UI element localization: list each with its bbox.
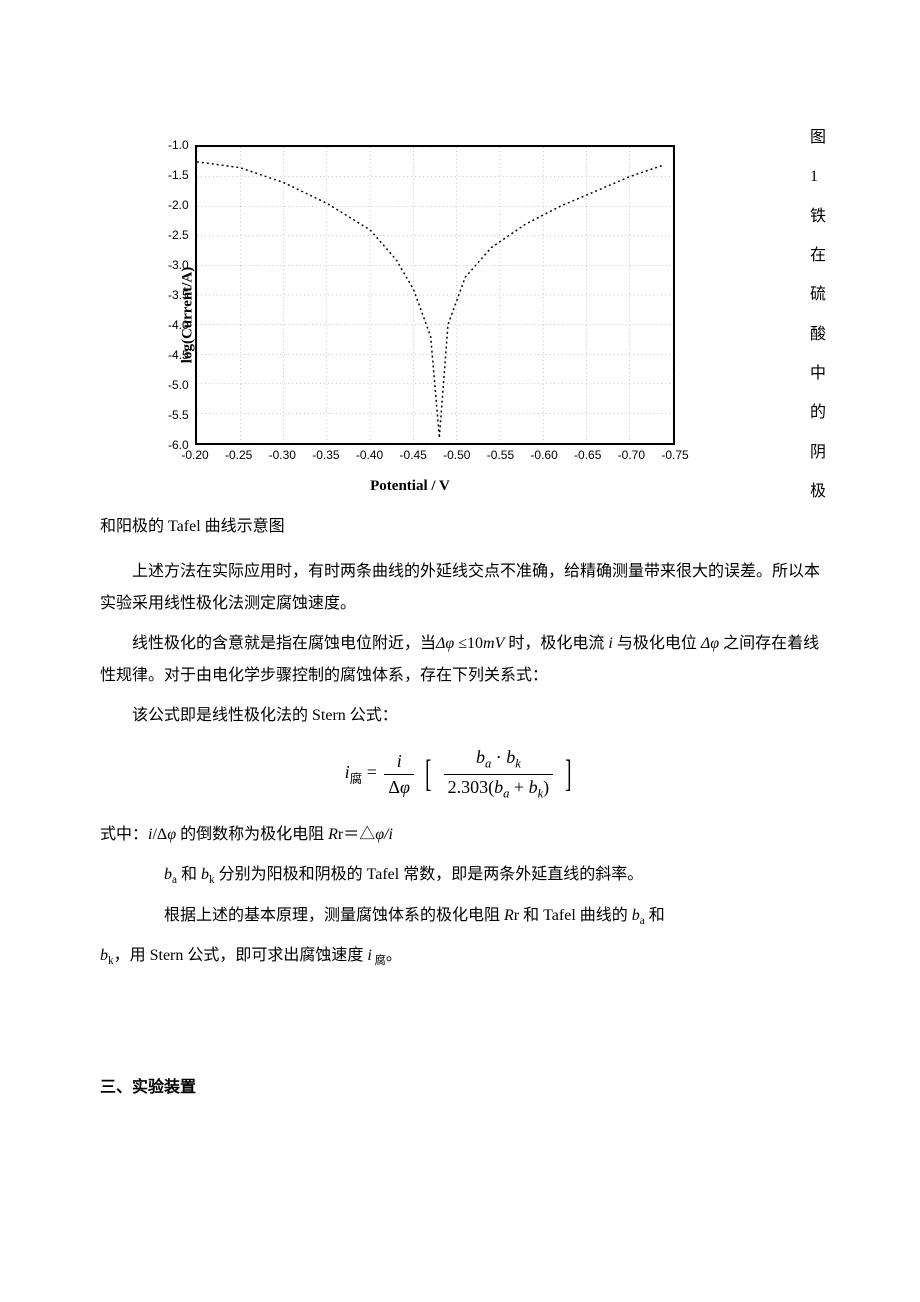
caption-char: 酸	[810, 327, 826, 343]
tafel-chart: log(Current/A) -1.0-1.5-2.0-2.5-3.0-3.5-…	[130, 130, 690, 500]
y-tick: -5.5	[168, 408, 189, 422]
x-tick: -0.75	[661, 448, 688, 462]
caption-char: 在	[810, 248, 826, 264]
x-tick: -0.65	[574, 448, 601, 462]
caption-char: 极	[810, 484, 826, 500]
caption-char: 中	[810, 366, 826, 382]
y-tick: -4.5	[168, 348, 189, 362]
x-tick: -0.40	[356, 448, 383, 462]
y-tick: -1.5	[168, 168, 189, 182]
y-tick: -4.0	[168, 318, 189, 332]
caption-char: 图	[810, 130, 826, 146]
x-tick: -0.55	[487, 448, 514, 462]
x-tick: -0.35	[312, 448, 339, 462]
caption-char: 阴	[810, 445, 826, 461]
caption-char: 铁	[810, 209, 826, 225]
y-tick: -5.0	[168, 378, 189, 392]
caption-char: 1	[810, 169, 826, 185]
x-tick: -0.20	[181, 448, 208, 462]
x-tick: -0.30	[269, 448, 296, 462]
x-axis-label: Potential / V	[370, 478, 450, 495]
x-tick: -0.70	[618, 448, 645, 462]
tafel-curve-svg	[197, 147, 673, 443]
paragraph-3: 该公式即是线性极化法的 Stern 公式：	[100, 700, 820, 732]
x-tick: -0.45	[399, 448, 426, 462]
paragraph-1: 上述方法在实际应用时，有时两条曲线的外延线交点不准确，给精确测量带来很大的误差。…	[100, 556, 820, 620]
caption-char: 硫	[810, 287, 826, 303]
formula-terms: 式中：i/Δφ 的倒数称为极化电阻 Rr＝△φ/i ba 和 bk 分别为阳极和…	[100, 819, 820, 973]
caption-char: 的	[810, 405, 826, 421]
y-tick: -2.5	[168, 228, 189, 242]
y-tick: -1.0	[168, 138, 189, 152]
figure-caption-tail: 和阳极的 Tafel 曲线示意图	[100, 512, 820, 536]
y-tick: -3.0	[168, 258, 189, 272]
stern-formula: i腐 = i Δφ [ ba · bk 2.303(ba + bk) ]	[100, 747, 820, 801]
vertical-caption-chars: 图 1 铁在硫酸中的阴极	[690, 130, 826, 500]
y-tick: -2.0	[168, 198, 189, 212]
x-tick: -0.50	[443, 448, 470, 462]
chart-plot-area	[195, 145, 675, 445]
paragraph-2: 线性极化的含意就是指在腐蚀电位附近，当Δφ ≤10mV 时，极化电流 i 与极化…	[100, 628, 820, 692]
x-tick: -0.25	[225, 448, 252, 462]
y-tick: -3.5	[168, 288, 189, 302]
figure-row: log(Current/A) -1.0-1.5-2.0-2.5-3.0-3.5-…	[100, 130, 820, 500]
section-3-heading: 三、实验装置	[100, 1073, 820, 1097]
x-tick: -0.60	[530, 448, 557, 462]
